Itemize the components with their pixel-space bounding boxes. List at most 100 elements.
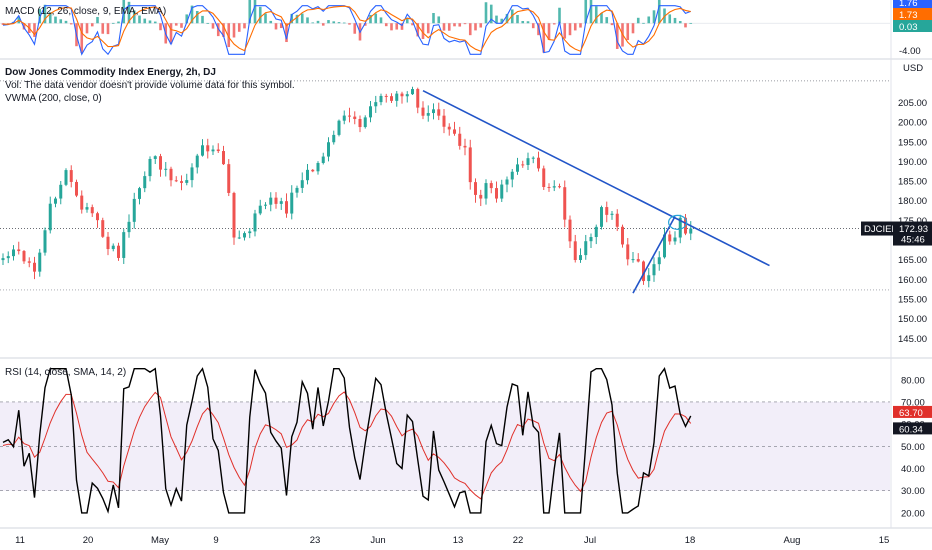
macd-legend[interactable]: MACD (12, 26, close, 9, EMA, EMA): [5, 6, 167, 17]
candle: [17, 249, 21, 252]
candle: [258, 205, 262, 214]
candle: [295, 187, 299, 193]
candle: [27, 261, 31, 263]
candle: [689, 228, 693, 234]
candle: [479, 194, 483, 199]
candle: [663, 234, 666, 258]
macd-histogram-bar: [153, 21, 157, 24]
rsi-value-tag-bg: [893, 422, 932, 435]
candle: [148, 158, 152, 177]
rsi-tick: 70.00: [901, 397, 925, 408]
rsi-legend[interactable]: RSI (14, close, SMA, 14, 2): [5, 367, 127, 378]
macd-histogram-bar: [547, 23, 551, 40]
price-tick: 190.00: [898, 157, 927, 168]
macd-histogram-bar: [537, 23, 540, 36]
candle: [164, 168, 168, 170]
macd-histogram-bar: [311, 22, 315, 24]
candle: [516, 164, 519, 172]
macd-histogram-bar: [279, 23, 283, 29]
candle: [526, 158, 530, 165]
macd-histogram-bar: [615, 23, 619, 49]
candle: [474, 182, 477, 195]
candle: [563, 187, 567, 220]
candle: [463, 145, 467, 148]
candle: [85, 207, 89, 210]
price-tick: 155.00: [898, 294, 927, 305]
macd-histogram-bar: [216, 23, 220, 37]
candle: [327, 142, 330, 157]
candle: [1, 258, 5, 261]
macd-histogram-bar: [169, 23, 173, 44]
macd-histogram-bar: [69, 23, 73, 25]
candle: [411, 89, 414, 95]
macd-histogram-bar: [127, 1, 131, 24]
candle: [96, 213, 99, 221]
macd-histogram-bar: [80, 23, 84, 53]
candle: [568, 219, 572, 242]
price-tick: 185.00: [898, 177, 927, 188]
price-tick: 195.00: [898, 137, 927, 148]
macd-histogram-bar: [689, 22, 693, 24]
macd-histogram-bar: [526, 21, 530, 24]
candle: [237, 237, 241, 239]
candle: [332, 134, 336, 143]
candle: [22, 251, 26, 262]
candle: [558, 186, 561, 188]
macd-histogram-bar: [237, 23, 241, 32]
macd-histogram-bar: [584, 0, 588, 24]
candle: [552, 186, 556, 188]
macd-histogram-bar: [353, 23, 357, 34]
macd-histogram-bar: [232, 23, 236, 38]
candle: [589, 237, 593, 242]
macd-histogram-bar: [248, 0, 252, 24]
macd-histogram-bar: [600, 13, 603, 24]
candle: [647, 275, 651, 282]
candle: [348, 115, 351, 117]
price-pane: [0, 80, 890, 294]
candle: [363, 117, 367, 128]
macd-histogram-bar: [573, 23, 577, 31]
candle: [206, 145, 210, 152]
candle: [80, 195, 84, 210]
macd-histogram-bar: [678, 21, 682, 24]
price-tick: 200.00: [898, 118, 927, 129]
candle: [489, 183, 493, 189]
macd-histogram-bar: [43, 4, 47, 24]
macd-histogram-bar: [474, 23, 477, 31]
rsi-pane: [0, 367, 890, 514]
vwma-legend[interactable]: VWMA (200, close, 0): [5, 93, 102, 104]
candle: [122, 232, 126, 258]
last-price-tag-bg: [893, 221, 932, 246]
candle: [353, 116, 357, 120]
price-tick: 165.00: [898, 255, 927, 266]
macd-histogram-bar: [657, 0, 661, 24]
candle: [243, 233, 246, 238]
time-axis: 11 20 May 9 23 Jun 13 22 Jul 18 Aug 15: [15, 535, 889, 546]
macd-histogram-bar: [327, 20, 330, 24]
macd-histogram-bar: [579, 23, 582, 28]
candle: [384, 95, 388, 97]
symbol-title[interactable]: Dow Jones Commodity Index Energy, 2h, DJ: [5, 67, 216, 78]
macd-histogram-bar: [306, 17, 309, 24]
macd-histogram-bar: [437, 16, 441, 24]
candle: [321, 156, 325, 163]
candle: [369, 106, 372, 118]
macd-histogram-bar: [90, 23, 94, 27]
macd-histogram-bar: [369, 14, 372, 24]
macd-histogram-bar: [626, 23, 630, 41]
candle: [311, 169, 315, 172]
macd-histogram-bar: [521, 21, 525, 24]
candle: [211, 149, 215, 152]
candle: [594, 226, 598, 238]
macd-histogram-bar: [374, 13, 378, 24]
candle: [374, 102, 378, 107]
candle: [216, 149, 220, 152]
time-tick: May: [151, 535, 169, 546]
macd-histogram-bar: [384, 23, 388, 27]
candle: [395, 93, 399, 101]
candle: [500, 184, 504, 199]
macd-histogram-bar: [258, 6, 262, 24]
macd-histogram-bar: [253, 0, 257, 24]
macd-histogram-bar: [22, 23, 26, 30]
